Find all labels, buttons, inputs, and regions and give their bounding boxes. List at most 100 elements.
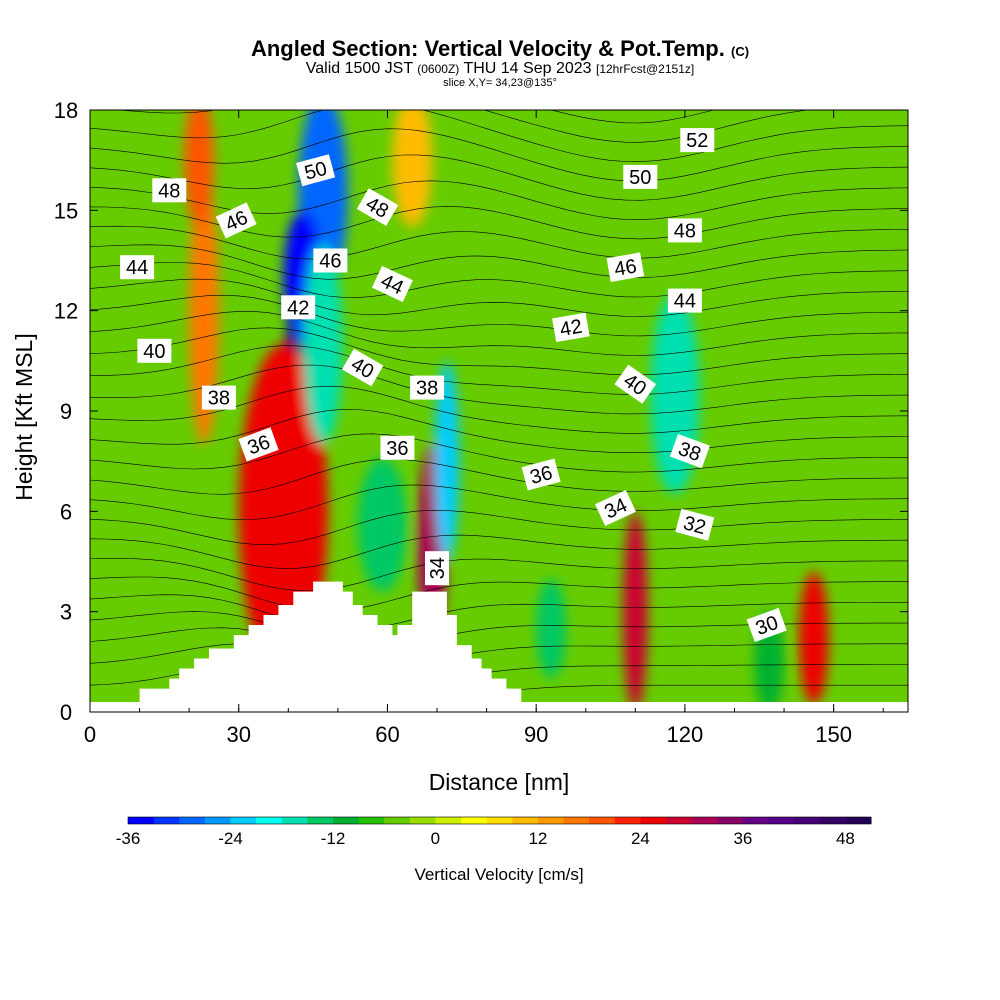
contour-label-text-24: 34: [427, 557, 449, 579]
theta-line-7: [90, 534, 908, 569]
contour-label-text-7: 46: [319, 251, 341, 273]
colorbar-swatch-7: [307, 817, 334, 824]
contour-label-text-17: 38: [208, 388, 230, 410]
contour-label-3: 48: [152, 178, 187, 203]
colorbar-swatch-6: [281, 817, 308, 824]
contour-label-20: 36: [238, 427, 279, 462]
contour-label-bg-9: [120, 255, 155, 280]
colorbar-swatch-22: [691, 817, 718, 824]
colorbar-tick-4: 12: [528, 829, 547, 848]
contour-label-text-5: 48: [674, 220, 696, 242]
theta-line-12: [90, 409, 908, 453]
colorbar-swatch-15: [512, 817, 539, 824]
contour-label-24: 34: [425, 551, 449, 586]
contour-label-bg-23: [595, 489, 636, 527]
contour-label-bg-10: [371, 265, 413, 302]
chart-title: Angled Section: Vertical Velocity & Pot.…: [0, 36, 1000, 62]
y-tick-label-0: 0: [60, 700, 72, 725]
colorbar: -36 -24 -12 0 12 24 36 48: [116, 816, 872, 848]
colorbar-swatch-23: [717, 817, 744, 824]
contour-label-bg-24: [425, 551, 449, 586]
contour-label-bg-25: [675, 508, 715, 541]
contour-label-11: 44: [667, 288, 702, 313]
x-tick-label-0: 0: [84, 722, 96, 747]
colorbar-swatch-18: [589, 817, 616, 824]
colorbar-swatch-21: [666, 817, 693, 824]
colorbar-swatch-24: [742, 817, 770, 824]
contour-label-5: 48: [667, 218, 702, 243]
colorbar-swatch-16: [537, 817, 565, 824]
valid-suffix: THU 14 Sep 2023: [463, 60, 592, 77]
theta-line-5: [90, 576, 908, 612]
theta-line-17: [90, 311, 908, 356]
x-tick-label-4: 120: [667, 722, 704, 747]
colorbar-swatch-0: [128, 817, 155, 824]
contour-label-bg-26: [746, 607, 787, 643]
contour-label-4: 48: [356, 188, 399, 226]
contour-label-bg-8: [606, 252, 645, 282]
colorbar-swatch-20: [640, 817, 667, 824]
colorbar-swatch-28: [845, 817, 872, 824]
contour-label-text-13: 42: [558, 316, 584, 342]
forecast-info: [12hrFcst@2151z]: [595, 62, 695, 76]
contour-label-22: 36: [521, 458, 561, 491]
contour-label-12: 42: [281, 295, 316, 320]
velocity-cell-9: [622, 511, 648, 712]
theta-line-18: [90, 294, 908, 337]
colorbar-tick-3: 0: [431, 829, 440, 848]
colorbar-swatch-9: [358, 817, 385, 824]
contour-label-bg-19: [669, 434, 710, 469]
contour-label-bg-17: [201, 385, 236, 410]
theta-line-8: [90, 509, 908, 546]
contour-label-text-9: 44: [126, 257, 148, 279]
colorbar-tick-7: 48: [836, 829, 855, 848]
contour-label-bg-12: [281, 295, 316, 320]
colorbar-swatch-26: [794, 817, 821, 824]
x-tick-label-1: 30: [226, 722, 250, 747]
colorbar-swatch-13: [461, 817, 488, 824]
y-tick-label-5: 15: [54, 198, 78, 223]
y-tick-label-1: 3: [60, 600, 72, 625]
x-tick-label-2: 60: [375, 722, 399, 747]
colorbar-swatch-3: [204, 817, 231, 824]
colorbar-tick-5: 24: [631, 829, 650, 848]
y-tick-label-2: 6: [60, 499, 72, 524]
contour-label-bg-3: [152, 178, 187, 203]
contour-label-14: 40: [137, 338, 172, 363]
contour-label-bg-22: [521, 458, 561, 491]
colorbar-swatch-14: [486, 817, 513, 824]
contour-label-bg-0: [680, 128, 715, 153]
contour-label-8: 46: [606, 252, 645, 282]
velocity-field: [184, 110, 829, 712]
contour-label-bg-21: [380, 435, 415, 460]
velocity-cell-14: [184, 110, 214, 228]
contour-label-21: 36: [380, 435, 415, 460]
theta-line-27: [90, 110, 908, 162]
colorbar-swatch-5: [256, 817, 283, 824]
velocity-cell-5: [357, 457, 408, 592]
colorbar-swatch-11: [409, 817, 436, 824]
valid-time: Valid 1500 JST (0600Z) THU 14 Sep 2023 […: [0, 60, 1000, 78]
terrain-mask: [90, 581, 908, 712]
colorbar-tick-1: -24: [218, 829, 243, 848]
theta-line-10: [90, 458, 908, 495]
colorbar-tick-6: 36: [733, 829, 752, 848]
colorbar-swatch-10: [384, 817, 411, 824]
y-tick-label-3: 9: [60, 399, 72, 424]
theta-line-19: [90, 278, 908, 317]
theta-line-21: [90, 244, 908, 280]
title-text: Angled Section: Vertical Velocity & Pot.…: [250, 36, 725, 61]
theta-line-9: [90, 484, 908, 521]
title-unit: (C): [731, 44, 750, 59]
theta-line-24: [90, 180, 908, 220]
contour-label-text-12: 42: [287, 297, 309, 319]
colorbar-swatch-27: [819, 817, 846, 824]
theta-contours: [90, 110, 908, 696]
x-tick-label-3: 90: [524, 722, 548, 747]
contour-label-bg-18: [410, 375, 445, 400]
contour-label-18: 38: [410, 375, 445, 400]
contour-label-text-18: 38: [416, 378, 438, 400]
contour-label-bg-4: [356, 188, 399, 226]
y-tick-label-6: 18: [54, 98, 78, 123]
